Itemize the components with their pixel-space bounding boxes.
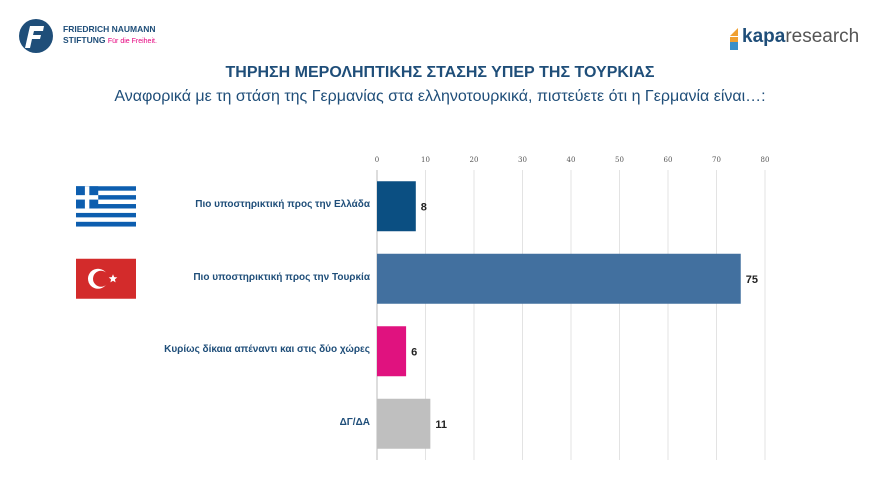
category-label: Πιο υποστηρικτική προς την Ελλάδα (195, 199, 370, 211)
tick-label: 0 (375, 156, 379, 164)
fnf-logo-icon (19, 19, 53, 53)
category-label: Κυρίως δίκαια απέναντι και στις δύο χώρε… (164, 344, 370, 356)
bar (377, 181, 416, 232)
chart-subtitle: Αναφορικά με τη στάση της Γερμανίας στα … (114, 88, 766, 105)
tick-label: 20 (470, 156, 479, 164)
kapa-logo-icon (730, 28, 738, 50)
kapa-logo-text: kaparesearch (742, 26, 860, 47)
tick-label: 50 (615, 156, 624, 164)
tick-label: 10 (421, 156, 430, 164)
data-label: 8 (421, 201, 427, 213)
bar (377, 253, 741, 304)
data-label: 75 (746, 274, 758, 286)
data-label: 11 (435, 419, 447, 431)
category-label: ΔΓ/ΔΑ (339, 416, 370, 428)
bar (377, 326, 407, 377)
tick-label: 80 (761, 156, 770, 164)
chart-title: ΤΗΡΗΣΗ ΜΕΡΟΛΗΠΤΙΚΗΣ ΣΤΑΣΗΣ ΥΠΕΡ ΤΗΣ ΤΟΥΡ… (225, 64, 655, 81)
tick-label: 40 (567, 156, 576, 164)
tick-label: 70 (712, 156, 721, 164)
greece-flag-icon (76, 186, 136, 227)
category-label: Πιο υποστηρικτική προς την Τουρκία (193, 271, 370, 283)
tick-label: 30 (518, 156, 527, 164)
data-label: 6 (411, 346, 417, 358)
bar (377, 398, 431, 449)
tick-label: 60 (664, 156, 673, 164)
turkey-flag-icon (76, 258, 136, 299)
fnf-logo-text: FRIEDRICH NAUMANN STIFTUNG Für die Freih… (63, 24, 157, 45)
